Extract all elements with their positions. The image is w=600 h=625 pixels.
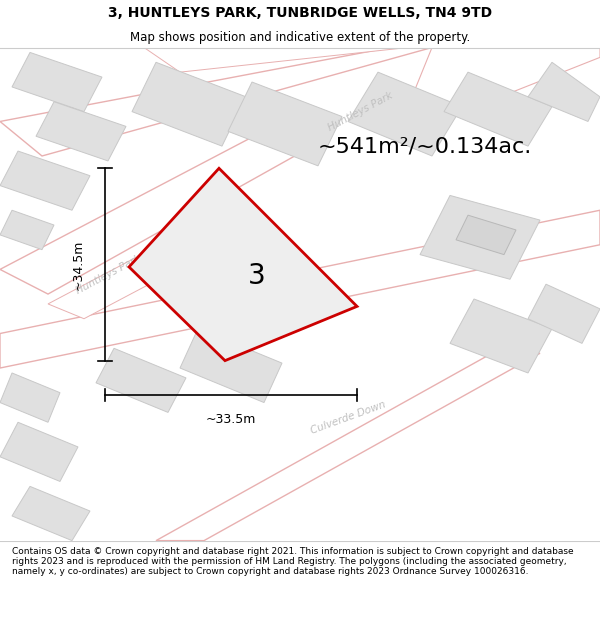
Polygon shape <box>12 486 90 541</box>
Text: 3, HUNTLEYS PARK, TUNBRIDGE WELLS, TN4 9TD: 3, HUNTLEYS PARK, TUNBRIDGE WELLS, TN4 9… <box>108 6 492 20</box>
Polygon shape <box>0 422 78 481</box>
Polygon shape <box>48 215 252 319</box>
Polygon shape <box>348 72 462 156</box>
Text: Map shows position and indicative extent of the property.: Map shows position and indicative extent… <box>130 31 470 44</box>
Polygon shape <box>408 48 600 121</box>
Polygon shape <box>132 62 246 146</box>
Polygon shape <box>180 329 282 402</box>
Text: 3: 3 <box>248 262 265 289</box>
Polygon shape <box>450 299 552 373</box>
Text: ~34.5m: ~34.5m <box>71 239 85 289</box>
Polygon shape <box>0 121 330 294</box>
Polygon shape <box>129 168 357 361</box>
Polygon shape <box>456 215 516 254</box>
Text: ~33.5m: ~33.5m <box>206 413 256 426</box>
Polygon shape <box>96 348 186 413</box>
Text: Culverde Down: Culverde Down <box>309 399 387 436</box>
Polygon shape <box>528 284 600 343</box>
Text: Huntleys Park: Huntleys Park <box>74 253 142 296</box>
Polygon shape <box>0 210 54 249</box>
Polygon shape <box>0 373 60 423</box>
Polygon shape <box>228 82 342 166</box>
Polygon shape <box>420 196 540 279</box>
Polygon shape <box>0 151 90 210</box>
Polygon shape <box>0 210 600 368</box>
Polygon shape <box>528 62 600 121</box>
Polygon shape <box>12 52 102 112</box>
Text: Contains OS data © Crown copyright and database right 2021. This information is : Contains OS data © Crown copyright and d… <box>12 546 574 576</box>
Polygon shape <box>156 353 540 541</box>
Polygon shape <box>444 72 552 146</box>
Polygon shape <box>36 102 126 161</box>
Text: ~541m²/~0.134ac.: ~541m²/~0.134ac. <box>318 136 532 156</box>
Text: Huntleys Park: Huntleys Park <box>326 90 394 133</box>
Polygon shape <box>0 48 432 156</box>
Polygon shape <box>144 48 408 72</box>
